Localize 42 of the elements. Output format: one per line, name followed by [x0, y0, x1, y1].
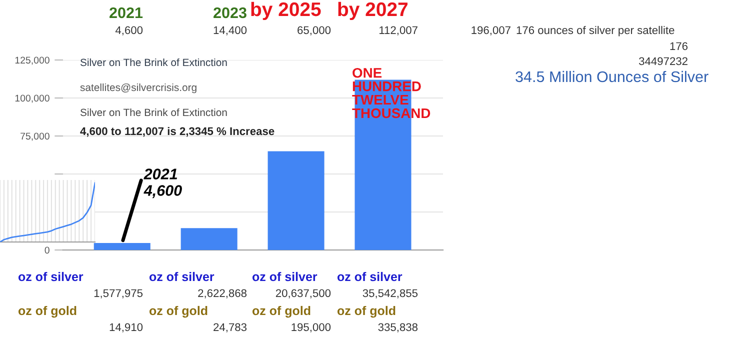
annotation: 2021: [144, 168, 178, 180]
bar: [268, 151, 324, 250]
text: 65,000: [298, 26, 331, 36]
text: 14,910: [110, 323, 143, 332]
text: 2,622,868: [198, 289, 247, 298]
text: oz of silver: [252, 272, 318, 282]
annotation: 4,600: [144, 185, 182, 198]
bar: [94, 243, 150, 250]
text: by 2027: [338, 2, 408, 20]
text: 176: [670, 42, 688, 50]
annotation: 4,600 to 112,007 is 2,3345 % Increase: [80, 126, 274, 137]
text: 112,007: [380, 26, 418, 36]
text: 20,637,500: [276, 289, 331, 298]
text: oz of gold: [252, 306, 310, 318]
text: 14,400: [214, 26, 247, 36]
text: by 2025: [251, 2, 321, 20]
text: 2021: [110, 7, 143, 18]
y-tick-label: 75,000: [20, 132, 50, 141]
text: 2023: [214, 7, 246, 18]
text: 335,838: [378, 323, 418, 332]
text: oz of silver: [18, 272, 84, 282]
bar: [180, 228, 238, 250]
annotation: Silver on The Brink of Extinction: [80, 58, 227, 66]
text: 176 ounces of silver per satellite: [516, 26, 674, 36]
text: 4,600: [115, 26, 143, 36]
text: 195,000: [292, 323, 331, 332]
y-tick-label: 100,000: [15, 94, 50, 103]
text: 24,783: [214, 323, 247, 332]
text: oz of gold: [337, 306, 396, 318]
text: oz of gold: [18, 306, 76, 318]
y-tick-label: 125,000: [15, 56, 50, 65]
y-tick-label: 0: [44, 246, 50, 254]
text: oz of gold: [149, 306, 208, 318]
annotation: satellites@silvercrisis.org: [80, 83, 196, 94]
text: 34.5 Million Ounces of Silver: [516, 70, 708, 82]
text: 196,007: [472, 26, 510, 36]
text: 34497232: [638, 57, 688, 66]
annotation: Silver on The Brink of Extinction: [80, 108, 227, 116]
text: 1,577,975: [94, 289, 143, 298]
text: 35,542,855: [362, 289, 418, 298]
text: oz of silver: [337, 272, 402, 282]
text: oz of silver: [149, 272, 214, 282]
